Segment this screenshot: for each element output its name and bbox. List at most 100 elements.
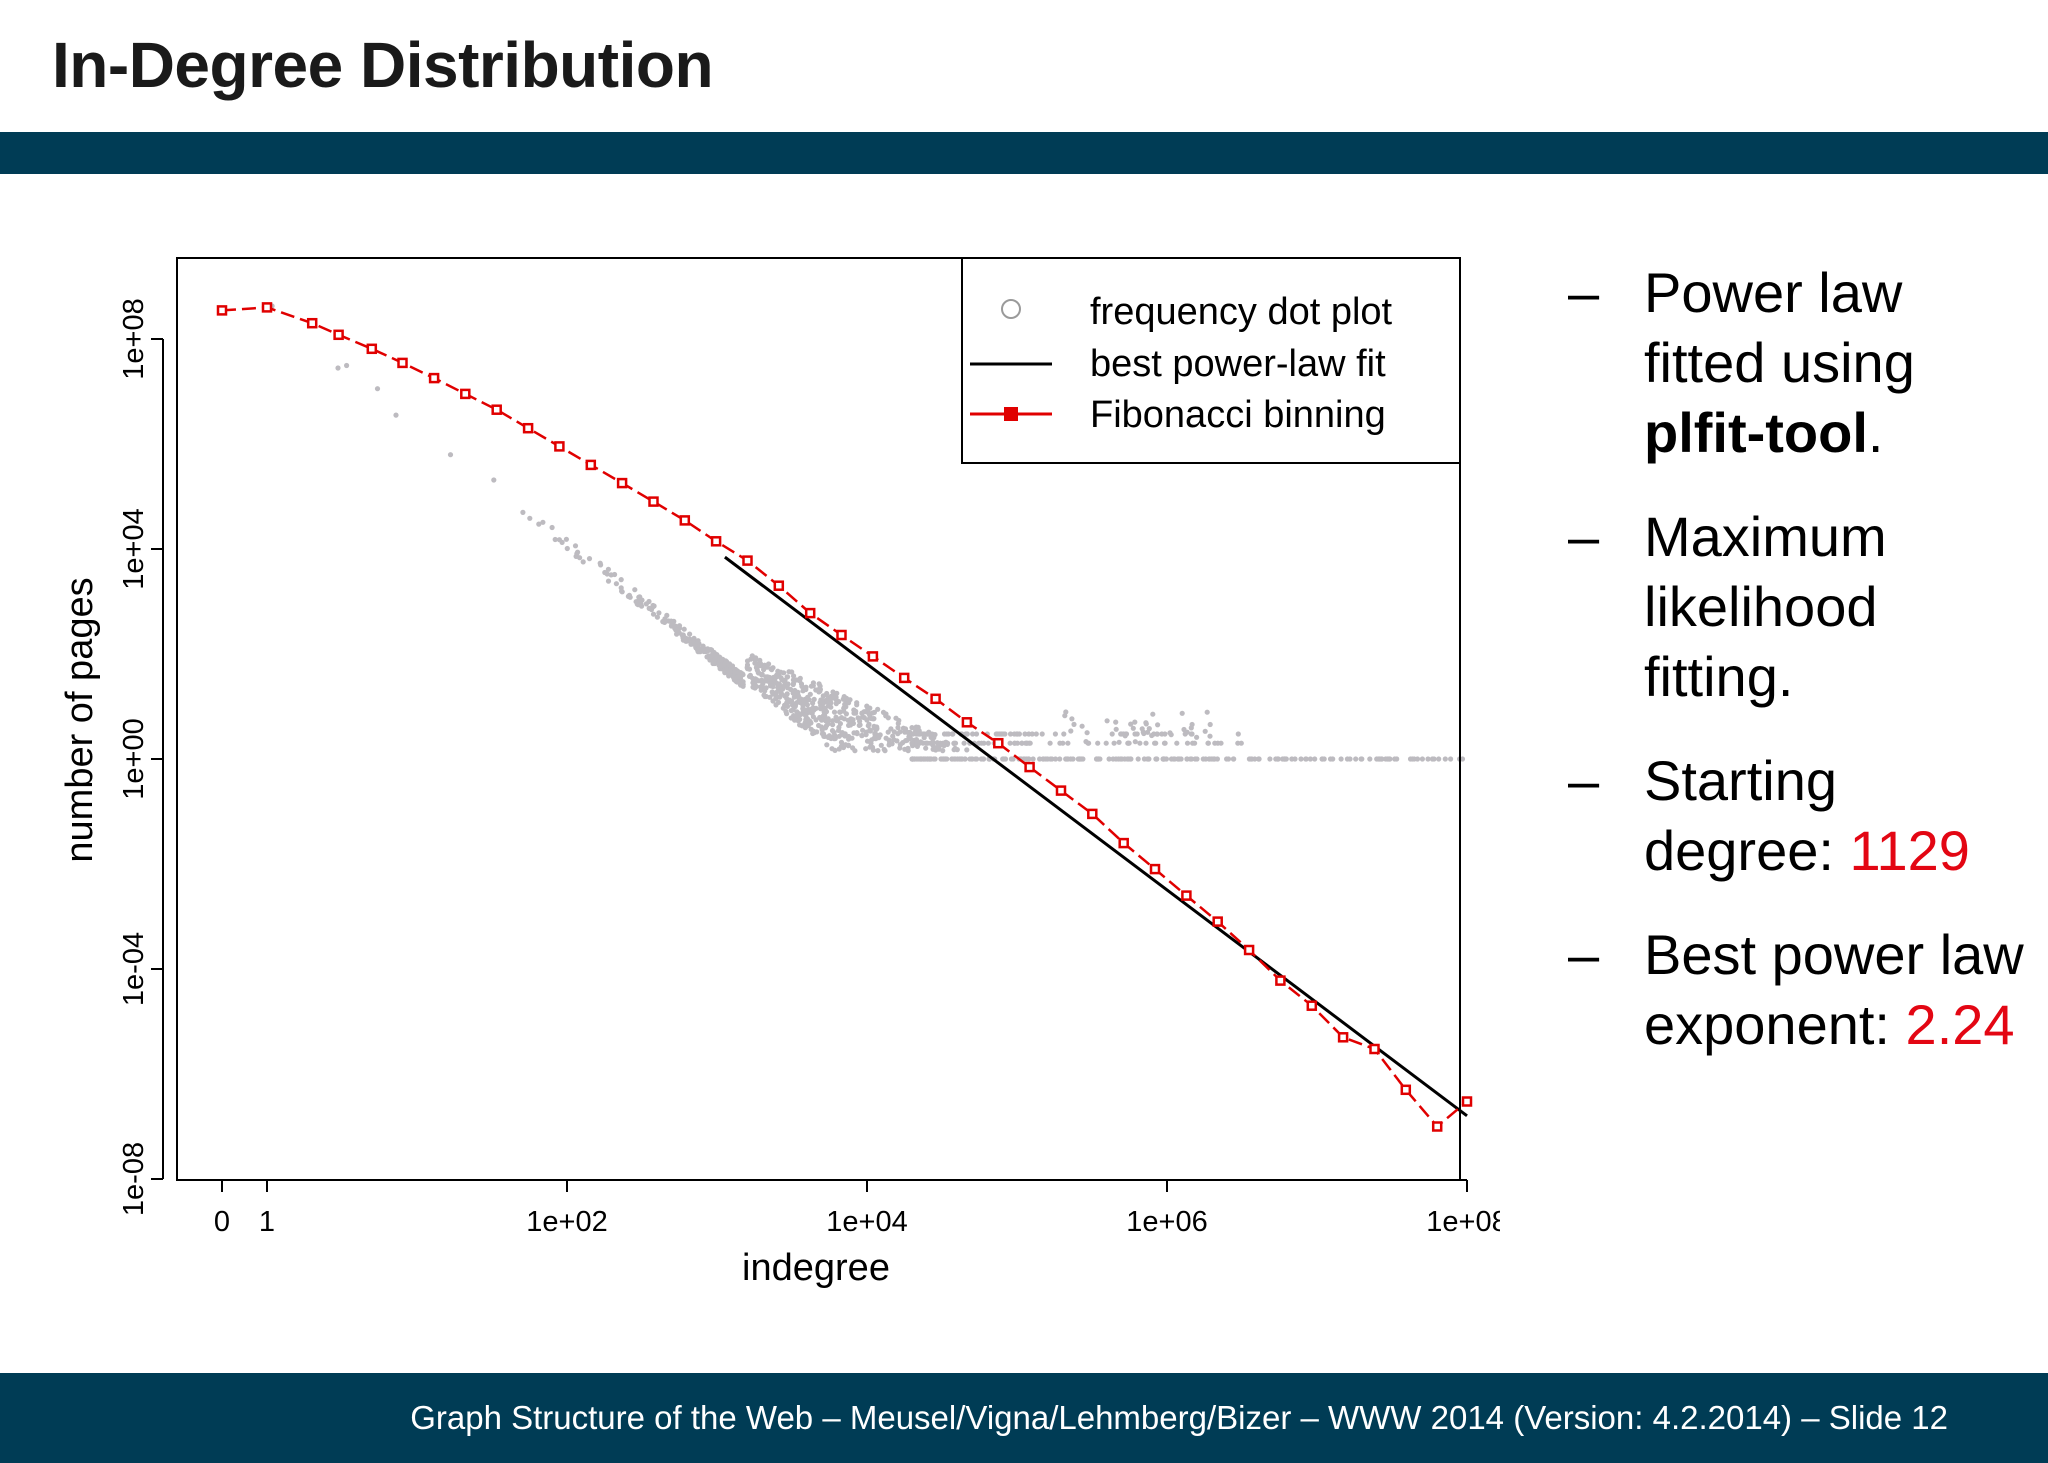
x-tick-label: 1e+08 <box>1426 1206 1500 1238</box>
legend-entry: Fibonacci binning <box>1090 394 1386 436</box>
x-axis-label: indegree <box>742 1247 890 1289</box>
frequency-dot <box>889 741 895 747</box>
frequency-dot <box>753 677 760 683</box>
frequency-dot <box>797 722 803 728</box>
frequency-dot <box>825 698 832 704</box>
frequency-dot <box>895 725 901 731</box>
frequency-dot <box>1126 740 1132 746</box>
fibonacci-point <box>773 580 785 591</box>
frequency-dot <box>937 740 943 746</box>
frequency-dot <box>830 722 836 728</box>
fibonacci-point <box>742 555 753 566</box>
frequency-dot <box>770 665 776 671</box>
frequency-dot <box>773 693 780 699</box>
frequency-dot <box>1238 740 1244 746</box>
frequency-dot <box>972 756 979 762</box>
frequency-dot <box>536 521 542 527</box>
frequency-dot <box>1070 756 1076 762</box>
frequency-dot <box>691 635 697 641</box>
frequency-dot <box>687 636 693 642</box>
fibonacci-point <box>1461 1096 1473 1107</box>
frequency-dot <box>1113 726 1119 732</box>
frequency-dot <box>1181 726 1187 733</box>
fibonacci-point <box>554 441 565 452</box>
frequency-dot <box>836 746 842 752</box>
bullet-bold: plfit-tool <box>1644 401 1868 464</box>
frequency-dot <box>605 566 612 572</box>
frequency-dot <box>1069 716 1075 722</box>
fibonacci-point <box>585 459 597 471</box>
y-axis-label: number of pages <box>59 577 101 862</box>
frequency-dot <box>940 756 946 762</box>
frequency-dot <box>1394 756 1400 762</box>
y-tick-label: 1e+08 <box>118 298 150 379</box>
fibonacci-point <box>1149 863 1161 875</box>
frequency-dot <box>823 692 829 698</box>
frequency-dot <box>1224 756 1230 762</box>
frequency-dot <box>875 706 881 712</box>
frequency-dot <box>1327 756 1334 762</box>
frequency-dot <box>837 721 844 727</box>
frequency-dot <box>928 734 934 741</box>
slide-title: In-Degree Distribution <box>52 29 714 101</box>
frequency-dot <box>962 756 968 762</box>
fibonacci-point <box>1431 1121 1443 1132</box>
frequency-dot <box>1109 731 1115 737</box>
frequency-dot <box>1068 728 1074 734</box>
frequency-dot <box>1383 756 1389 762</box>
frequency-dot <box>796 698 802 704</box>
frequency-dot <box>723 658 729 664</box>
frequency-dot <box>813 705 819 712</box>
frequency-dot <box>830 689 836 695</box>
frequency-dot <box>849 735 855 741</box>
frequency-dot <box>865 705 871 711</box>
frequency-dot <box>923 745 929 751</box>
frequency-dot <box>1106 756 1112 762</box>
frequency-dot <box>1026 756 1032 762</box>
frequency-dot <box>791 673 797 679</box>
frequency-dot <box>1103 740 1109 746</box>
y-tick-label: 1e+04 <box>118 508 150 589</box>
y-tick-label: 1e-08 <box>118 1142 150 1216</box>
frequency-dot <box>772 677 778 683</box>
frequency-dot <box>1210 756 1216 762</box>
frequency-dot <box>816 681 822 687</box>
frequency-dot <box>447 452 454 458</box>
frequency-dot <box>1307 756 1313 762</box>
frequency-dot <box>1168 732 1174 738</box>
frequency-dot <box>1116 739 1122 745</box>
footer-text: Graph Structure of the Web – Meusel/Vign… <box>410 1399 1948 1436</box>
frequency-dot <box>846 700 852 706</box>
frequency-dot <box>1128 756 1134 762</box>
bullet-item: – Maximum likelihood fitting. <box>1568 502 2038 712</box>
frequency-dot <box>786 669 792 675</box>
frequency-dot <box>1132 719 1138 725</box>
frequency-dot <box>1162 740 1168 746</box>
frequency-dot <box>1194 734 1200 740</box>
fibonacci-point <box>1087 808 1098 820</box>
frequency-dot <box>1060 740 1066 746</box>
frequency-dot <box>836 698 842 705</box>
frequency-dot <box>1202 728 1208 734</box>
legend-box <box>961 257 1461 464</box>
frequency-dot <box>897 729 903 735</box>
frequency-dot <box>843 711 850 717</box>
frequency-dot <box>924 740 930 746</box>
frequency-dot <box>1019 740 1025 746</box>
frequency-dot <box>813 717 819 723</box>
frequency-dot <box>893 715 899 721</box>
frequency-dot <box>776 681 782 687</box>
title-bar <box>0 132 2048 174</box>
frequency-dot <box>872 725 878 732</box>
frequency-dot <box>927 740 934 746</box>
frequency-dot <box>1128 721 1134 727</box>
frequency-dot <box>867 744 873 750</box>
frequency-dot <box>970 731 976 737</box>
fibonacci-point <box>679 515 691 526</box>
bullet-item: – Best power law exponent: 2.24 <box>1568 920 2038 1060</box>
frequency-dot <box>1298 756 1304 762</box>
frequency-dot <box>1377 756 1383 762</box>
frequency-dot <box>1448 756 1454 762</box>
frequency-dot <box>654 614 661 620</box>
frequency-dot <box>824 742 830 748</box>
